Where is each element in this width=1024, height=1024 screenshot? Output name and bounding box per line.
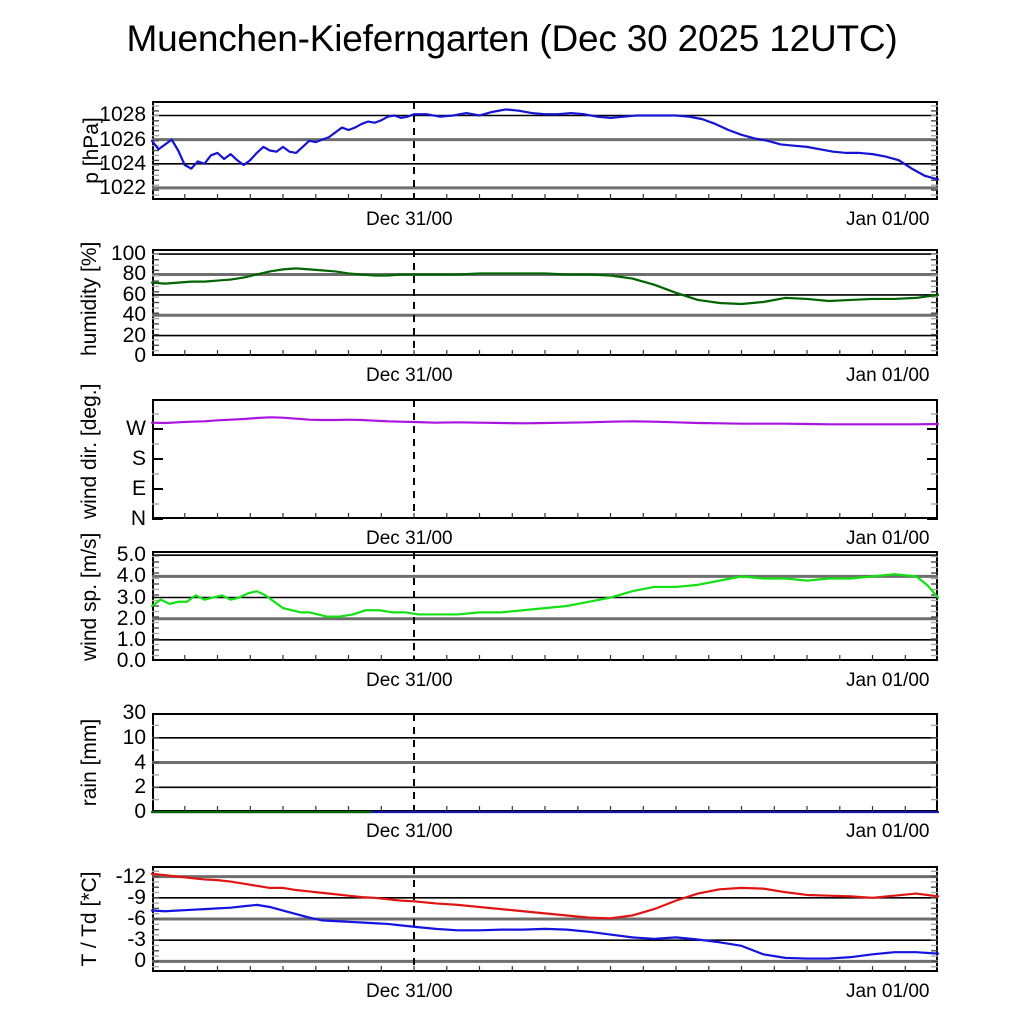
y-tick-label: 1.0 bbox=[116, 627, 146, 651]
x-tick-label-dec31: Dec 31/00 bbox=[366, 821, 453, 842]
y-tick-label: 0 bbox=[134, 800, 146, 823]
y-tick-label: E bbox=[131, 477, 146, 500]
y-tick-label: 1024 bbox=[99, 151, 146, 175]
y-tick-label: 4.0 bbox=[116, 564, 146, 588]
y-tick-label: N bbox=[130, 507, 146, 530]
y-tick-label: 3.0 bbox=[116, 585, 146, 609]
x-tick-label-jan01: Jan 01/00 bbox=[846, 821, 930, 842]
x-tick-label-jan01: Jan 01/00 bbox=[846, 365, 930, 386]
y-tick-label: 1028 bbox=[99, 103, 146, 127]
y-tick-label: 2 bbox=[134, 775, 146, 799]
y-tick-label: 1022 bbox=[99, 175, 146, 199]
y-tick-label: 30 bbox=[122, 701, 146, 724]
x-tick-label-jan01: Jan 01/00 bbox=[846, 670, 930, 691]
y-tick-label: -12 bbox=[115, 864, 146, 888]
y-tick-label: W bbox=[126, 417, 146, 440]
y-tick-label: 2.0 bbox=[116, 606, 146, 630]
x-tick-label-jan01: Jan 01/00 bbox=[846, 209, 930, 230]
y-tick-label: -3 bbox=[127, 928, 146, 952]
y-tick-label: 100 bbox=[110, 242, 146, 266]
x-tick-label-jan01: Jan 01/00 bbox=[846, 981, 930, 1002]
x-tick-label-dec31: Dec 31/00 bbox=[366, 365, 453, 386]
y-tick-label: 0 bbox=[134, 949, 146, 973]
y-tick-label: 60 bbox=[122, 282, 146, 306]
x-tick-label-dec31: Dec 31/00 bbox=[366, 670, 453, 691]
y-tick-label: -9 bbox=[127, 885, 146, 909]
y-tick-label: -6 bbox=[127, 907, 146, 930]
y-tick-label: 10 bbox=[122, 725, 146, 749]
y-tick-label: 40 bbox=[122, 303, 146, 327]
y-tick-label: 80 bbox=[122, 262, 146, 286]
y-tick-label: S bbox=[131, 447, 146, 470]
y-tick-label: 0.0 bbox=[116, 649, 146, 672]
y-tick-label: 1026 bbox=[99, 127, 146, 151]
y-tick-label: 20 bbox=[122, 323, 146, 347]
x-tick-label-jan01: Jan 01/00 bbox=[846, 528, 930, 549]
y-tick-label: 5.0 bbox=[116, 543, 146, 567]
plot-area-temperature bbox=[152, 866, 938, 972]
x-tick-label-dec31: Dec 31/00 bbox=[366, 209, 453, 230]
y-tick-label: 0 bbox=[134, 344, 146, 367]
x-tick-label-dec31: Dec 31/00 bbox=[366, 981, 453, 1002]
y-tick-label: 4 bbox=[134, 750, 146, 774]
x-tick-label-dec31: Dec 31/00 bbox=[366, 528, 453, 549]
page-title: Muenchen-Kieferngarten (Dec 30 2025 12UT… bbox=[126, 18, 898, 59]
